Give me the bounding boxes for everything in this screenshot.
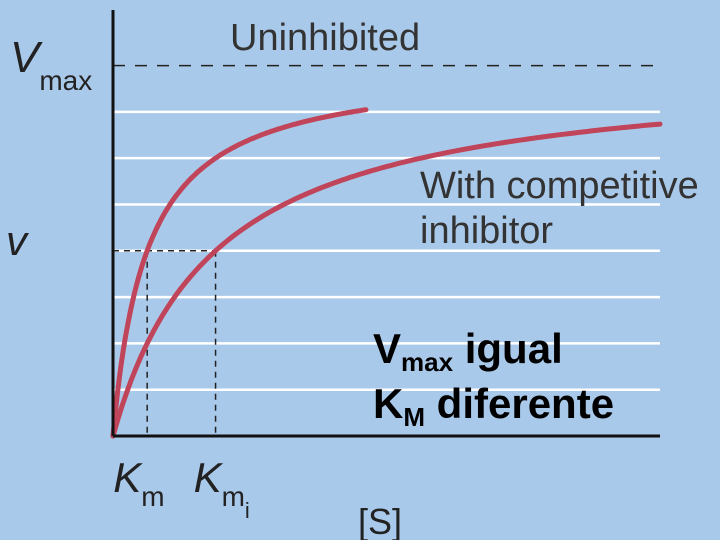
kmi-main: K <box>194 454 224 501</box>
uninhibited-curve <box>110 107 369 439</box>
kmi-sub: m <box>222 481 245 512</box>
note-max: max <box>401 347 454 377</box>
y-tick-label-vmax: Vmax <box>10 33 92 96</box>
note-m: M <box>403 402 425 432</box>
kmi-subsub: i <box>245 498 250 523</box>
y-axis-label: v <box>6 217 30 264</box>
note-v: V <box>373 325 401 372</box>
vmax-sub: max <box>39 65 92 96</box>
series-label-uninhibited: Uninhibited <box>230 17 420 59</box>
vmax-main: V <box>10 33 43 82</box>
x-tick-label-km: Km <box>113 454 164 512</box>
note-igual: igual <box>453 325 563 372</box>
note-diferente: diferente <box>425 380 614 427</box>
series-label-inhibitor-line2: inhibitor <box>420 210 553 252</box>
series-label-inhibitor-line1: With competitive <box>420 165 699 207</box>
x-tick-label-kmi: Kmi <box>194 454 250 523</box>
inhibited-curve <box>110 121 663 439</box>
note-line-1: Vmax igual <box>373 325 563 377</box>
km-sub: m <box>141 481 164 512</box>
note-k: K <box>373 380 403 427</box>
km-main: K <box>113 454 143 501</box>
curves <box>110 107 663 439</box>
note-line-2: KM diferente <box>373 380 614 432</box>
x-axis-label: [S] <box>358 501 402 540</box>
